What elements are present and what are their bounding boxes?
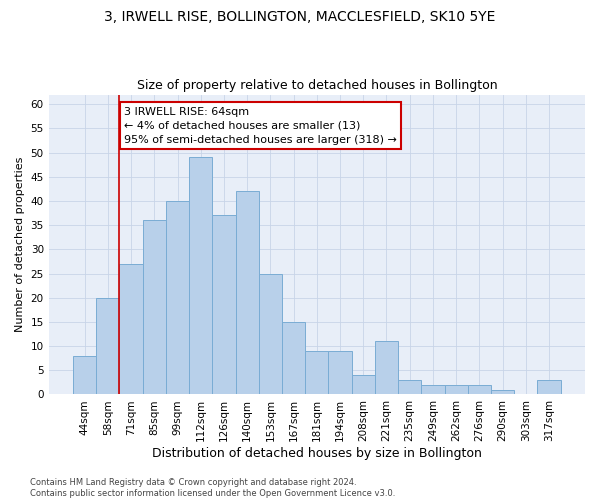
Bar xyxy=(491,390,514,394)
Bar xyxy=(282,322,305,394)
Bar xyxy=(468,385,491,394)
Bar xyxy=(119,264,143,394)
Bar xyxy=(212,216,236,394)
Bar xyxy=(538,380,560,394)
Bar xyxy=(421,385,445,394)
Bar xyxy=(189,158,212,394)
Title: Size of property relative to detached houses in Bollington: Size of property relative to detached ho… xyxy=(137,79,497,92)
Bar xyxy=(305,351,328,395)
Text: 3 IRWELL RISE: 64sqm
← 4% of detached houses are smaller (13)
95% of semi-detach: 3 IRWELL RISE: 64sqm ← 4% of detached ho… xyxy=(124,106,397,144)
Bar xyxy=(73,356,96,395)
Bar xyxy=(166,201,189,394)
Text: Contains HM Land Registry data © Crown copyright and database right 2024.
Contai: Contains HM Land Registry data © Crown c… xyxy=(30,478,395,498)
Text: 3, IRWELL RISE, BOLLINGTON, MACCLESFIELD, SK10 5YE: 3, IRWELL RISE, BOLLINGTON, MACCLESFIELD… xyxy=(104,10,496,24)
Y-axis label: Number of detached properties: Number of detached properties xyxy=(15,157,25,332)
Bar xyxy=(236,192,259,394)
Bar xyxy=(352,375,375,394)
Bar xyxy=(143,220,166,394)
Bar xyxy=(445,385,468,394)
Bar xyxy=(96,298,119,394)
Bar xyxy=(259,274,282,394)
X-axis label: Distribution of detached houses by size in Bollington: Distribution of detached houses by size … xyxy=(152,447,482,460)
Bar xyxy=(398,380,421,394)
Bar xyxy=(328,351,352,395)
Bar xyxy=(375,341,398,394)
